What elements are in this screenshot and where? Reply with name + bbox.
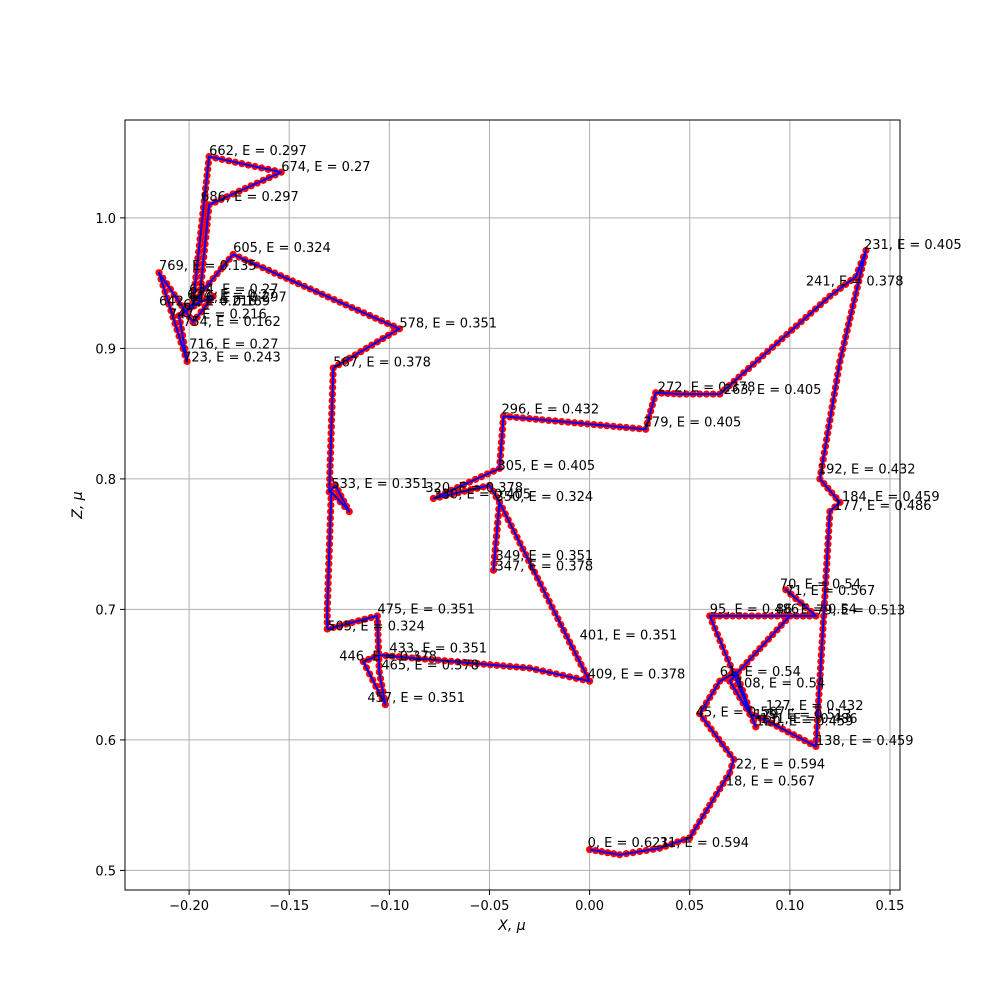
y-tick-label: 0.7 (95, 603, 116, 618)
point-annotation: 108, E = 0.54 (736, 677, 825, 692)
point-annotation: 305, E = 0.405 (497, 459, 595, 474)
point-annotation: 45, E = 0.567 (696, 705, 785, 720)
point-annotation: 129, E = 0.513 (754, 708, 852, 723)
point-annotation: 71, E = 0.567 (786, 584, 875, 599)
point-annotation: 567, E = 0.378 (333, 356, 431, 371)
point-annotation: 127, E = 0.432 (766, 699, 864, 714)
point-annotation: 686, E = 0.297 (201, 190, 299, 205)
point-annotation: 465, E = 0.378 (381, 658, 479, 673)
point-annotation: 716, E = 0.27 (189, 337, 278, 352)
point-annotation: 31, E = 0.594 (660, 836, 749, 851)
point-annotation: 754, E = 0.162 (183, 315, 281, 330)
point-annotation: 616, E = 0.297 (189, 290, 287, 305)
point-annotation: 272, E = 0.378 (658, 380, 756, 395)
point-annotation: 192, E = 0.432 (818, 463, 916, 478)
point-annotation: 446, E = 0.378 (339, 649, 437, 664)
y-tick-label: 0.9 (95, 342, 116, 357)
y-tick-label: 0.8 (95, 473, 116, 488)
point-annotation: 347, E = 0.378 (495, 559, 593, 574)
point-annotation: 22, E = 0.594 (736, 758, 825, 773)
x-tick-label: 0.10 (775, 899, 804, 914)
point-annotation: 18, E = 0.567 (726, 775, 815, 790)
point-annotation: 433, E = 0.351 (389, 641, 487, 656)
point-annotation: 349, E = 0.351 (495, 549, 593, 564)
x-tick-label: 0.05 (675, 899, 704, 914)
grid-lines (125, 120, 900, 890)
point-annotation: 296, E = 0.432 (501, 403, 599, 418)
point-annotation: 578, E = 0.351 (399, 317, 497, 332)
point-annotation: 86, E = 0.54 (776, 602, 857, 617)
x-tick-label: −0.20 (169, 899, 209, 914)
point-annotation: 131, E = 0.486 (760, 712, 858, 727)
point-annotation: 279, E = 0.405 (644, 416, 742, 431)
point-annotation: 95, E = 0.486 (710, 602, 799, 617)
x-tick-label: 0.15 (876, 899, 905, 914)
point-annotation: 475, E = 0.351 (377, 602, 475, 617)
y-tick-label: 0.6 (95, 734, 116, 749)
series-line (158, 155, 867, 856)
point-annotation: 320, E = 0.378 (425, 481, 523, 496)
point-annotation: 138, E = 0.459 (816, 734, 914, 749)
point-annotation: 61, E = 0.54 (720, 665, 801, 680)
point-annotation: 674, E = 0.27 (281, 160, 370, 175)
point-annotation: 70, E = 0.54 (780, 578, 861, 593)
point-annotation: 662, E = 0.297 (209, 144, 307, 159)
point-annotation: 401, E = 0.351 (580, 628, 678, 643)
point-annotation: 723, E = 0.243 (183, 350, 281, 365)
axis-ticks: −0.20 −0.15 −0.10 −0.05 0.00 0.05 0.10 0.15 0.5 0… (95, 212, 904, 914)
point-annotation: 624, E = 0.27 (187, 288, 276, 303)
series-layer (155, 152, 870, 859)
y-axis-label: Z, μ (70, 491, 86, 519)
point-annotation: 7, E = 0.189 (189, 294, 270, 309)
y-tick-label: 0.5 (95, 864, 116, 879)
point-annotation: 747, E = 0.216 (169, 307, 267, 322)
point-annotation: 231, E = 0.405 (864, 238, 962, 253)
x-axis-label: X, μ (497, 918, 525, 934)
point-annotation: 769, E = 0.135 (159, 259, 257, 274)
x-tick-label: −0.10 (369, 899, 409, 914)
point-annotation: 177, E = 0.486 (834, 499, 932, 514)
point-annotation: 350, E = 0.324 (495, 490, 593, 505)
point-annotation: 6: (183, 298, 196, 313)
point-annotation: 184, E = 0.459 (842, 490, 940, 505)
point-annotation: 457, E = 0.351 (367, 691, 465, 706)
point-annotation: 642, E = 0.216 (159, 294, 257, 309)
plot-frame (124, 119, 901, 891)
point-annotation: 634, E = 0.27 (189, 283, 278, 298)
point-annotation: 120, E = 0.459 (756, 715, 854, 730)
x-tick-label: −0.15 (269, 899, 309, 914)
point-annotation: 79, E = 0.513 (816, 604, 905, 619)
y-tick-label: 1.0 (95, 212, 116, 227)
x-tick-label: 0.00 (575, 899, 604, 914)
point-annotation: 0, E = 0.621 (588, 836, 669, 851)
point-annotation: 409, E = 0.378 (588, 668, 686, 683)
point-annotation: 263, E = 0.405 (724, 383, 822, 398)
point-annotation: 533, E = 0.351 (331, 477, 429, 492)
point-annotation: 505, E = 0.324 (327, 619, 425, 634)
x-tick-label: −0.05 (470, 899, 510, 914)
point-annotation: 241, E = 0.378 (806, 275, 904, 290)
point-annotation: 605, E = 0.324 (233, 241, 331, 256)
point-annotation: 330, E = 0.405 (433, 487, 531, 502)
